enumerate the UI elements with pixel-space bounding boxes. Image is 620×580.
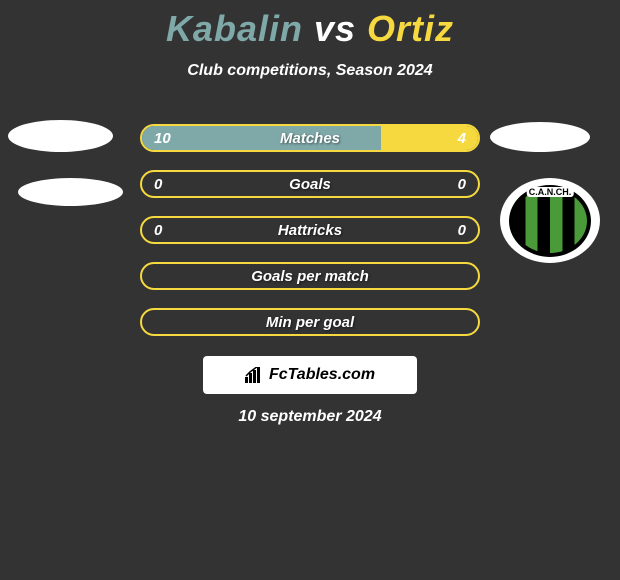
comparison-title: Kabalin vs Ortiz	[0, 0, 620, 50]
player1-club-placeholder	[18, 178, 123, 206]
stat-row: 00Goals	[140, 170, 480, 198]
fctables-branding: FcTables.com	[203, 356, 417, 394]
stat-label: Min per goal	[142, 310, 478, 334]
stat-row: Min per goal	[140, 308, 480, 336]
club-badge-inner: C.A.N.CH.	[509, 185, 591, 257]
stats-container: 104Matches 00Goals 00Hattricks Goals per ma…	[140, 124, 480, 354]
player2-club-badge: C.A.N.CH.	[500, 178, 600, 263]
subtitle: Club competitions, Season 2024	[0, 62, 620, 80]
stat-label: Hattricks	[142, 218, 478, 242]
date-text: 10 september 2024	[0, 408, 620, 426]
stat-row: Goals per match	[140, 262, 480, 290]
branding-text: FcTables.com	[269, 366, 375, 384]
stat-label: Goals	[142, 172, 478, 196]
player1-avatar-placeholder	[8, 120, 113, 152]
player2-avatar-placeholder	[490, 122, 590, 152]
vs-text: vs	[314, 8, 356, 49]
stat-label: Goals per match	[142, 264, 478, 288]
chart-icon	[245, 367, 263, 383]
stat-row: 00Hattricks	[140, 216, 480, 244]
player2-name: Ortiz	[367, 8, 454, 49]
club-badge-text: C.A.N.CH.	[527, 187, 574, 197]
stat-label: Matches	[142, 126, 478, 150]
stat-row: 104Matches	[140, 124, 480, 152]
player1-name: Kabalin	[166, 8, 303, 49]
